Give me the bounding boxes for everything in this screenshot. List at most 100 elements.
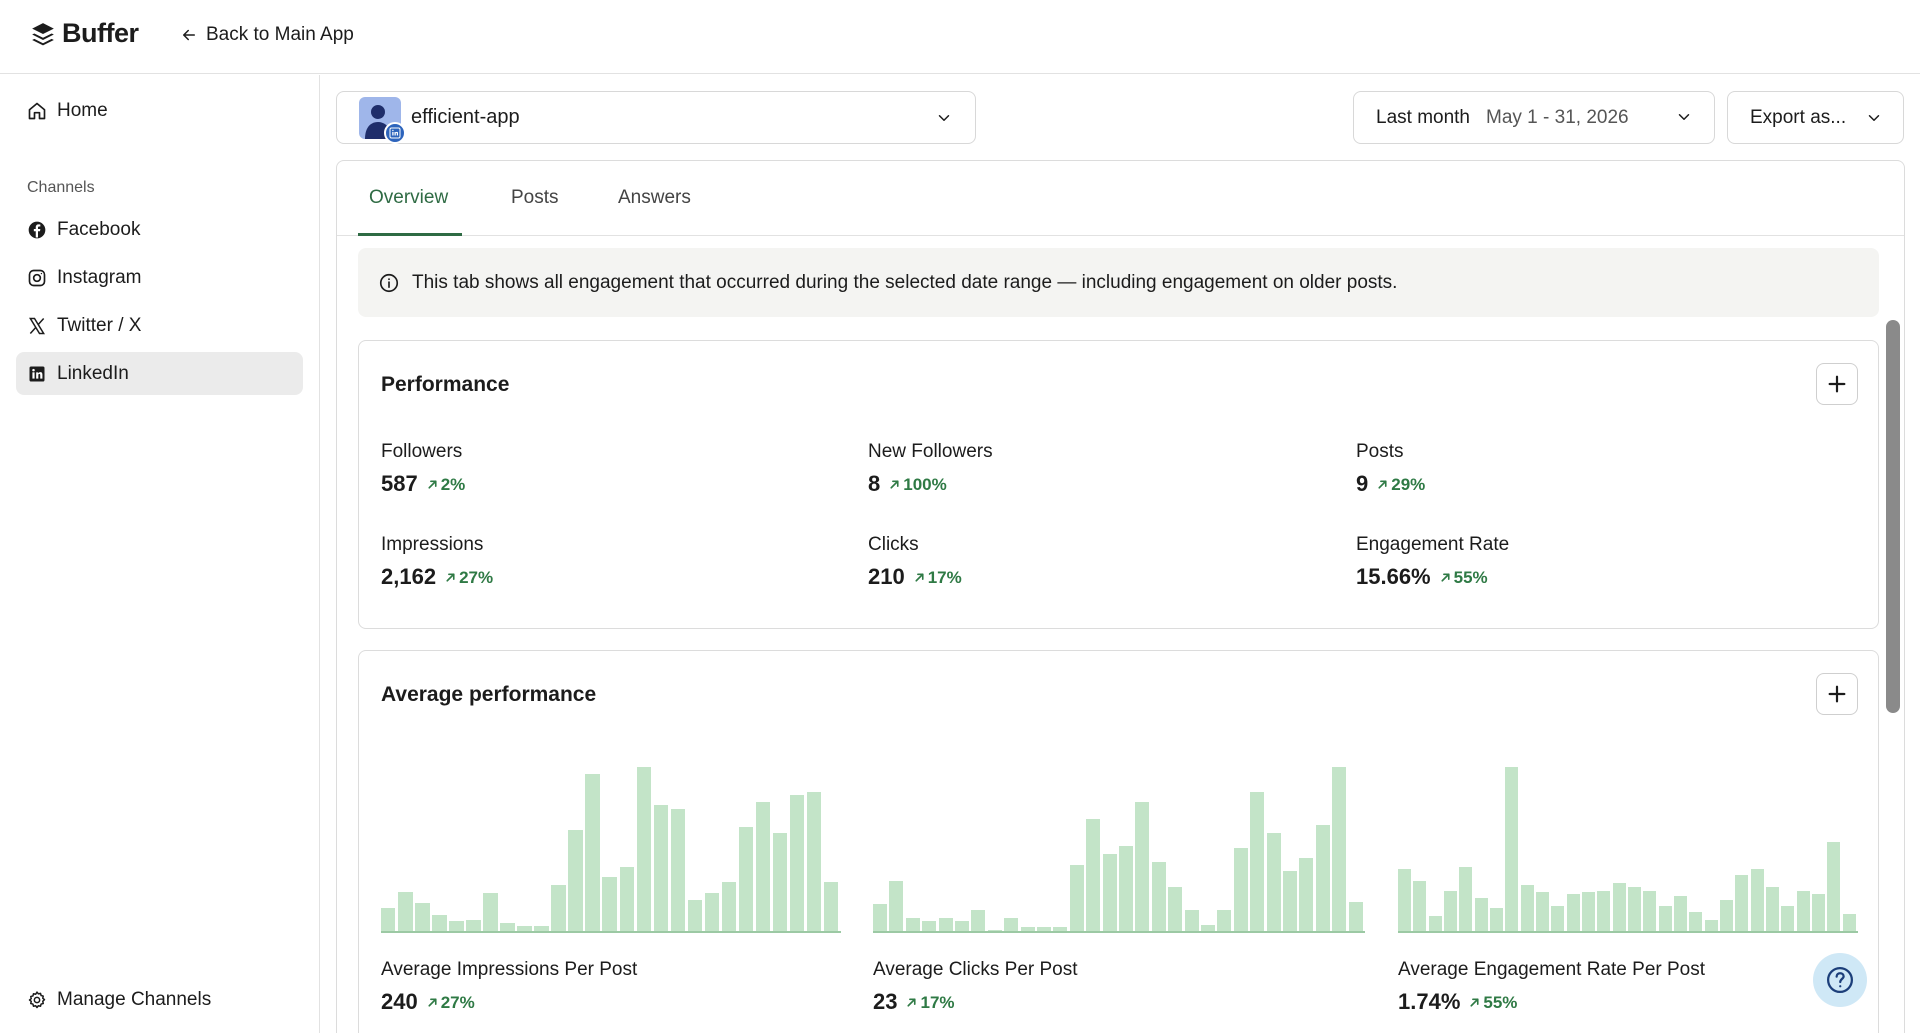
chart-value: 1.74% <box>1398 989 1461 1014</box>
back-to-main-app-link[interactable]: Back to Main App <box>180 24 354 46</box>
avg-engagement-rate-chart: Average Engagement Rate Per Post 1.74% 5… <box>1398 761 1858 1015</box>
sidebar-item-twitter-x[interactable]: Twitter / X <box>16 304 303 347</box>
chart-bar <box>1628 886 1642 933</box>
sidebar-item-label: Facebook <box>57 218 141 240</box>
chart-bar <box>1812 894 1826 933</box>
chart-bar <box>687 899 703 933</box>
chart-bar <box>670 808 686 933</box>
chart-bar <box>1505 767 1519 933</box>
sidebar-item-facebook[interactable]: Facebook <box>16 208 303 251</box>
sidebar-item-label: Instagram <box>57 266 142 288</box>
sidebar-item-home[interactable]: Home <box>16 89 303 132</box>
metric-impressions: Impressions 2,162 27% <box>381 534 493 590</box>
channel-selector[interactable]: efficient-app <box>336 91 976 144</box>
add-average-performance-button[interactable] <box>1816 673 1858 715</box>
chart-bar <box>873 903 887 933</box>
info-banner-text: This tab shows all engagement that occur… <box>412 271 1398 293</box>
chart-bar <box>1490 907 1504 933</box>
chart-bar <box>889 881 904 933</box>
chart-bar <box>1428 915 1442 933</box>
channel-name: efficient-app <box>411 106 520 128</box>
metric-value: 210 <box>868 564 905 589</box>
metric-label: Followers <box>381 441 463 462</box>
metric-label: Posts <box>1356 441 1404 462</box>
arrow-up-right-icon <box>907 998 917 1007</box>
tab-posts[interactable]: Posts <box>511 187 559 208</box>
chart-bar <box>568 830 583 933</box>
back-link-label: Back to Main App <box>206 24 354 45</box>
chart-bar <box>1119 845 1133 933</box>
export-label: Export as... <box>1750 106 1847 128</box>
chart-bar <box>1597 890 1611 933</box>
average-performance-title: Average performance <box>381 683 597 706</box>
chart-bar <box>1827 842 1841 933</box>
buffer-logo[interactable]: Buffer <box>30 18 139 49</box>
chart-bar <box>1053 926 1068 933</box>
main-content: efficient-app Last month May 1 - 31, 202… <box>321 75 1920 1033</box>
buffer-stack-icon <box>32 22 54 45</box>
active-tab-indicator <box>358 233 462 236</box>
gear-icon <box>28 990 46 1008</box>
chart-bar <box>1674 896 1688 933</box>
chart-bar <box>938 918 953 933</box>
chart-bar <box>1735 875 1749 933</box>
chart-bar <box>971 910 986 933</box>
sidebar-item-label: Home <box>57 99 108 121</box>
chart-bar <box>1348 901 1363 933</box>
average-performance-card: Average performance Average Impressions … <box>358 650 1879 1033</box>
chart-bar <box>1750 869 1764 933</box>
plus-icon <box>1828 375 1846 393</box>
chart-label: Average Impressions Per Post <box>381 959 638 980</box>
tab-bar: Overview Posts Answers <box>337 161 1904 236</box>
chart-value: 240 <box>381 989 418 1014</box>
chart-baseline <box>1398 931 1858 933</box>
arrow-left-icon <box>183 29 195 41</box>
help-button[interactable] <box>1813 953 1867 1007</box>
chart-bar <box>922 920 937 933</box>
chart-bar <box>1658 905 1672 933</box>
chart-bar <box>823 881 839 933</box>
chart-bar <box>1796 890 1810 933</box>
chart-bar <box>721 881 737 933</box>
date-preset-label: Last month <box>1376 106 1470 128</box>
facebook-icon <box>28 221 46 238</box>
chart-bar <box>1283 870 1297 933</box>
chart-bar <box>1704 919 1718 933</box>
arrow-up-right-icon <box>915 573 924 582</box>
add-performance-button[interactable] <box>1816 363 1858 405</box>
chart-baseline <box>381 931 841 933</box>
metric-change: 29% <box>1376 475 1425 495</box>
twitter-x-icon <box>28 317 46 334</box>
metric-value: 2,162 <box>381 564 437 589</box>
linkedin-badge-icon <box>384 121 406 144</box>
chart-bar <box>1037 926 1051 933</box>
chart-change: 17% <box>905 993 955 1013</box>
sidebar-item-linkedin[interactable]: LinkedIn <box>16 352 303 395</box>
content-frame: Overview Posts Answers This tab shows al… <box>336 160 1905 1033</box>
chart-bar <box>806 791 822 933</box>
sidebar-item-manage-channels[interactable]: Manage Channels <box>16 978 303 1021</box>
sidebar-item-instagram[interactable]: Instagram <box>16 256 303 299</box>
tab-answers[interactable]: Answers <box>618 187 691 208</box>
linkedin-icon <box>29 366 45 381</box>
chart-bar <box>517 926 532 933</box>
chart-bar <box>398 891 413 933</box>
metric-engagement-rate: Engagement Rate 15.66% 55% <box>1356 534 1509 590</box>
avg-impressions-chart: Average Impressions Per Post 240 27% <box>381 761 841 1015</box>
channels-section-title: Channels <box>27 179 95 196</box>
scrollbar-thumb[interactable] <box>1886 320 1900 713</box>
avg-clicks-chart: Average Clicks Per Post 23 17% <box>873 761 1365 1015</box>
metric-new-followers: New Followers 8 100% <box>868 441 993 497</box>
plus-icon <box>1828 685 1846 703</box>
date-range-selector[interactable]: Last month May 1 - 31, 2026 <box>1353 91 1715 144</box>
chevron-down-icon <box>1678 114 1690 120</box>
chevron-down-icon <box>938 115 950 121</box>
chart-bar <box>1299 858 1314 933</box>
sidebar-item-label: Twitter / X <box>57 314 142 336</box>
metric-value: 9 <box>1356 471 1369 496</box>
chart-bar <box>551 884 566 933</box>
export-dropdown[interactable]: Export as... <box>1727 91 1904 144</box>
arrow-up-right-icon <box>428 998 437 1007</box>
tab-overview[interactable]: Overview <box>369 187 449 208</box>
chart-baseline <box>873 931 1365 933</box>
